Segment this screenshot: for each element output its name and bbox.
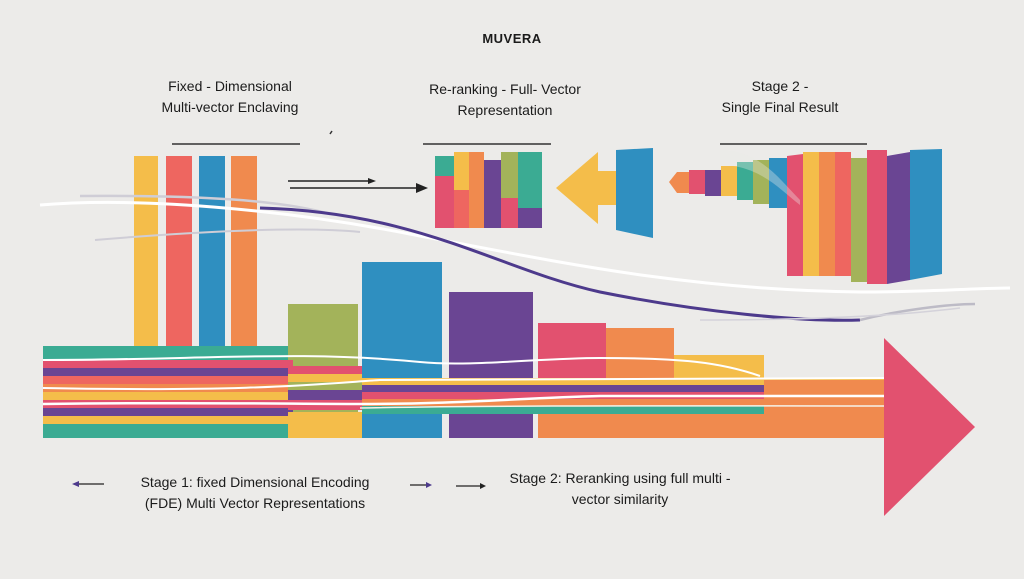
left-arrow-small-icon [72, 481, 104, 487]
right-arrow-small-icon [456, 483, 486, 489]
flow-curve [359, 405, 885, 409]
flow-curve [94, 228, 361, 241]
vector-bar [231, 156, 257, 346]
flow-curve [79, 194, 331, 216]
caption-stage2: Stage 2: Reranking using full multi - ve… [509, 470, 731, 507]
reranking-block [435, 152, 542, 228]
diagram-title: MUVERA [482, 31, 542, 46]
arrow-icon [290, 183, 428, 193]
label-reranking: Re-ranking - Full- Vector Representation [429, 81, 581, 118]
final-result-fan [669, 149, 942, 284]
horizontal-stripes [43, 346, 884, 438]
flow-curve [699, 307, 961, 321]
big-arrow-head-icon [884, 338, 975, 516]
flow-curve [42, 394, 884, 406]
tick-mark [329, 130, 333, 135]
label-stage2-final: Stage 2 - Single Final Result [721, 78, 839, 115]
flow-curve [259, 206, 861, 322]
flow-curve [42, 377, 885, 391]
arrow-icon [288, 178, 376, 184]
vector-bar [166, 156, 192, 346]
stage1-vector-bars [134, 156, 257, 346]
vector-bar [134, 156, 158, 346]
vector-bar [199, 156, 225, 346]
left-arrow-icon [556, 152, 616, 224]
right-arrow-small-icon [410, 482, 432, 488]
flow-curve [39, 200, 1011, 294]
flow-curve [42, 355, 761, 377]
caption-stage1: Stage 1: fixed Dimensional Encoding (FDE… [140, 474, 370, 511]
label-fixed-dimensional: Fixed - Dimensional Multi-vector Enclavi… [161, 78, 299, 115]
blue-panel [616, 148, 653, 238]
flow-curve [859, 302, 976, 322]
